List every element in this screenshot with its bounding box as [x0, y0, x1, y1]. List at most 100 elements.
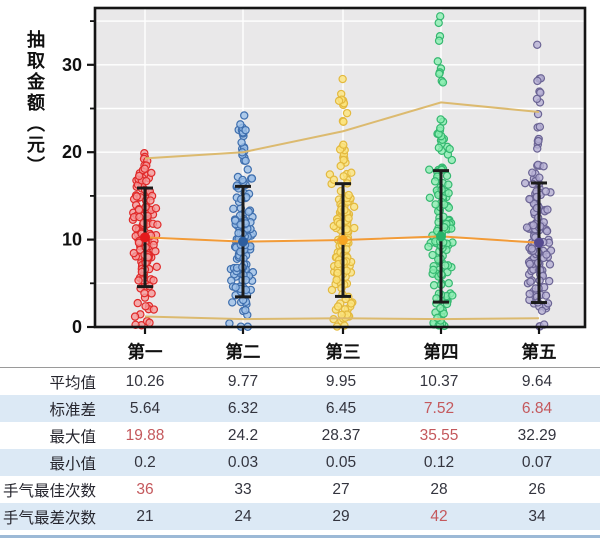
table-cell: 6.45: [325, 399, 357, 417]
data-point: [338, 74, 347, 84]
data-point: [533, 76, 542, 86]
data-point: [145, 318, 154, 327]
data-point: [241, 305, 250, 315]
mean-marker: [436, 231, 446, 242]
data-point: [152, 262, 161, 272]
data-point: [527, 244, 537, 253]
data-point: [434, 143, 444, 152]
plot-frame: [93, 6, 587, 329]
table-cell: 32.29: [517, 426, 557, 444]
data-point: [532, 94, 542, 104]
data-point: [140, 164, 149, 173]
stats-table: 平均值 10.26 9.77 9.95 10.37 9.64 标准差 5.64 6.32 6.45…: [0, 367, 600, 530]
data-point: [135, 212, 144, 222]
table-row: 平均值 10.26 9.77 9.95 10.37 9.64: [0, 368, 600, 395]
x-category-label: 第三: [326, 342, 361, 362]
data-point: [542, 227, 552, 236]
data-point: [244, 207, 253, 216]
table-cell: 0.03: [227, 453, 259, 471]
data-point: [529, 220, 538, 230]
table-cell: 27: [332, 480, 350, 498]
data-point: [533, 144, 542, 153]
table-cell: 29: [332, 507, 350, 525]
data-point: [536, 88, 545, 97]
table-cell: 10.37: [419, 372, 459, 390]
data-point: [436, 303, 445, 313]
table-bottom-accent: [0, 535, 600, 538]
data-point: [428, 250, 437, 260]
y-tick-label: 30: [62, 55, 82, 75]
table-cell: 0.12: [423, 453, 455, 471]
data-point: [429, 281, 439, 290]
data-point: [349, 202, 359, 212]
data-point: [436, 115, 445, 124]
y-axis-title: 抽取金额（元）: [25, 30, 45, 177]
table-cell: 19.88: [125, 426, 165, 444]
data-point: [140, 288, 149, 298]
data-point: [344, 214, 353, 223]
row-label: 手气最佳次数: [2, 482, 96, 500]
row-label: 最小值: [49, 455, 96, 473]
data-point: [447, 155, 457, 165]
data-point: [344, 190, 353, 200]
data-point: [336, 161, 345, 171]
data-point: [539, 162, 548, 171]
data-point: [141, 302, 150, 311]
data-point: [241, 125, 250, 135]
upper-trend-line: [144, 101, 540, 160]
table-cell: 42: [430, 507, 448, 525]
data-point: [532, 40, 542, 49]
data-point: [440, 261, 450, 270]
data-point: [430, 177, 440, 186]
data-point: [444, 279, 453, 288]
data-point: [236, 120, 245, 129]
data-point: [130, 312, 140, 321]
table-cell: 28.37: [321, 426, 361, 444]
data-point: [537, 306, 547, 316]
mean-marker: [338, 235, 348, 246]
data-point: [151, 204, 161, 213]
row-label: 标准差: [49, 401, 96, 419]
data-point: [433, 313, 442, 323]
data-point: [545, 260, 555, 269]
y-tick-label: 0: [72, 317, 82, 337]
data-point: [520, 178, 530, 188]
data-point: [240, 111, 249, 120]
data-point: [229, 204, 238, 213]
table-cell: 28: [430, 480, 448, 498]
data-point: [442, 171, 452, 181]
strip-chart: 0 10 20 30 第一 第二 第三 第四 第五 抽取金额（元）: [25, 6, 587, 362]
table-cell: 0.05: [325, 453, 357, 471]
data-point: [333, 302, 343, 311]
data-point: [526, 277, 535, 286]
data-point: [528, 168, 537, 177]
data-point: [238, 175, 247, 185]
data-point: [134, 276, 143, 285]
x-category-label: 第一: [128, 342, 163, 362]
data-point: [142, 176, 151, 186]
data-point: [433, 57, 442, 66]
table-cell: 5.64: [129, 399, 161, 417]
data-point: [545, 276, 554, 286]
data-point: [436, 123, 445, 133]
data-point: [435, 69, 444, 79]
data-point: [149, 305, 159, 314]
data-point: [332, 275, 341, 285]
data-point: [339, 117, 348, 127]
data-point: [350, 223, 359, 233]
data-point: [534, 136, 543, 146]
data-point: [131, 224, 141, 233]
data-point: [147, 168, 156, 178]
table-cell: 24.2: [227, 426, 259, 444]
chart-canvas: 0 10 20 30 第一 第二 第三 第四 第五: [62, 6, 587, 362]
x-category-label: 第五: [522, 342, 557, 362]
table-cell: 36: [136, 480, 154, 498]
data-point: [237, 138, 246, 147]
data-point: [525, 194, 534, 204]
data-point: [241, 156, 250, 165]
table-cell: 7.52: [423, 399, 455, 417]
data-point: [327, 285, 337, 295]
data-point: [234, 228, 243, 238]
table-cell: 9.64: [521, 372, 553, 390]
